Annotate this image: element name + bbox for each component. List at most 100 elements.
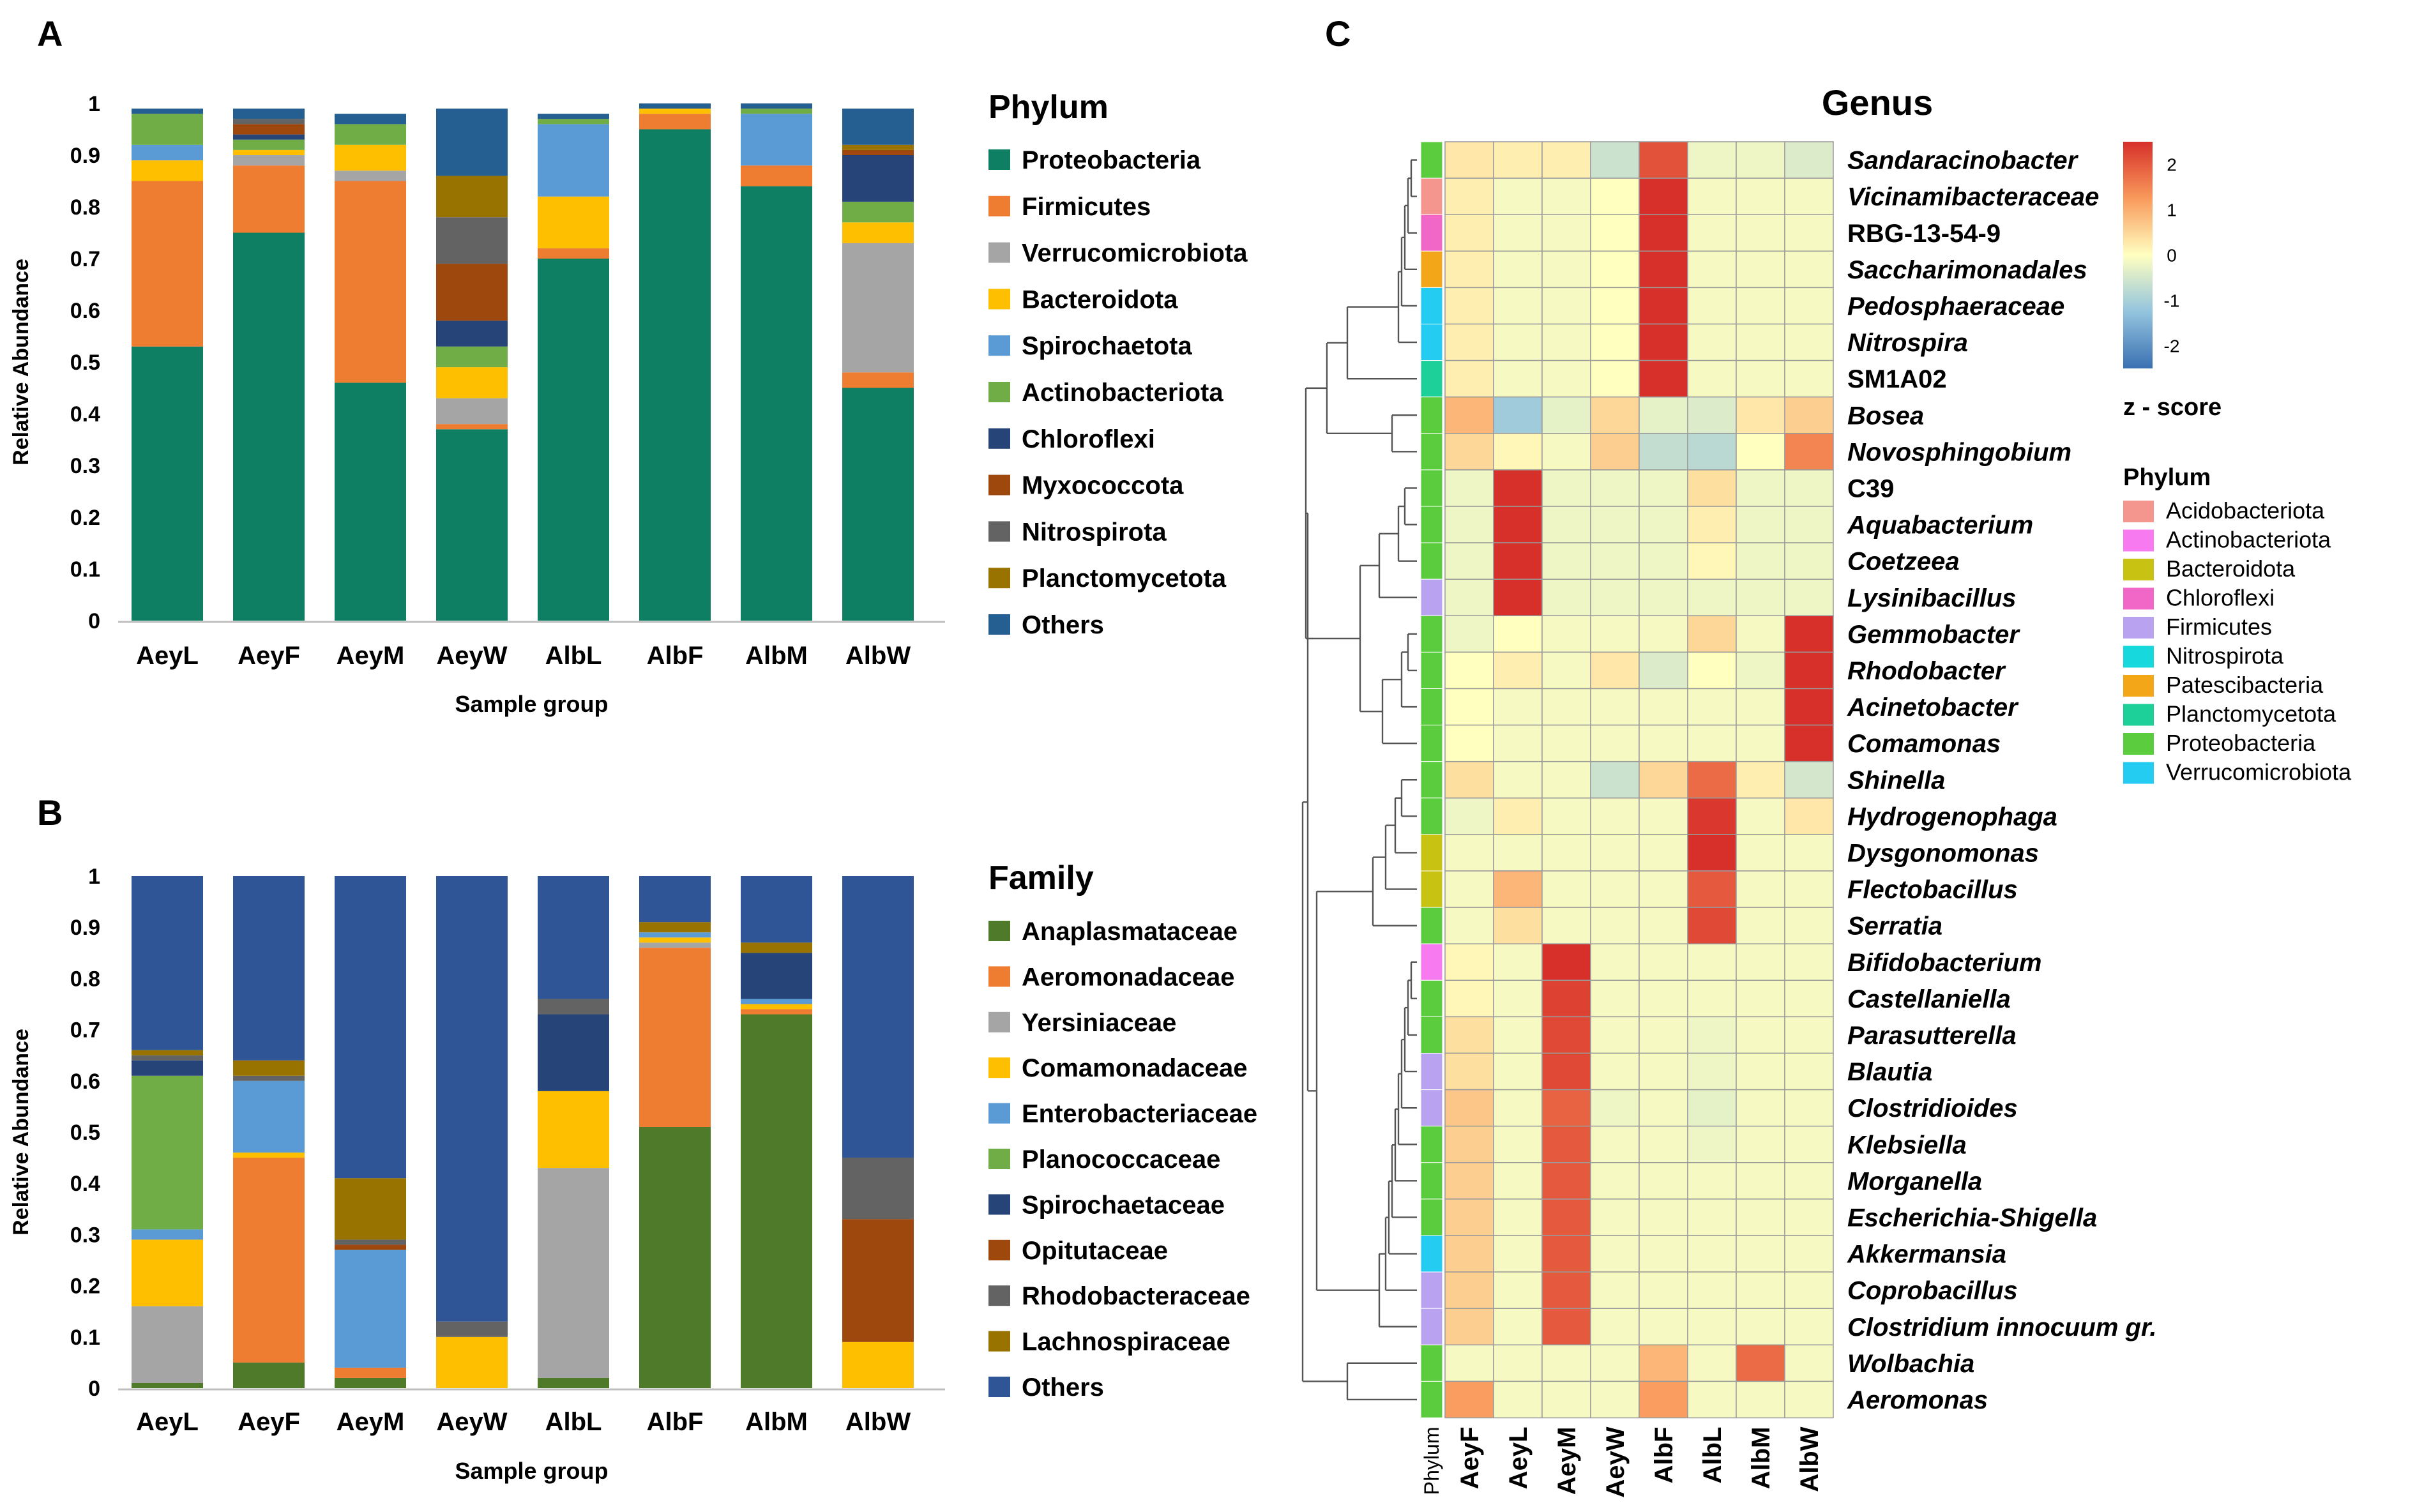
- heatmap-cell-rhodobacter-albf: [1639, 651, 1688, 690]
- heatmap-legend-swatch-verrucomicrobiota: [2123, 762, 2154, 784]
- x-tick-label: AlbW: [845, 1408, 911, 1436]
- legend-label-spirochaetota: Spirochaetota: [1022, 332, 1192, 360]
- genus-label-flectobacillus: Flectobacillus: [1847, 876, 2018, 904]
- heatmap-cell-dysgonomonas-aeyf: [1444, 834, 1494, 872]
- phylum-annotation-flectobacillus: [1420, 870, 1443, 908]
- heatmap-cell-gemmobacter-albl: [1687, 615, 1737, 653]
- heatmap-cell-aquabacterium-aeyl: [1493, 506, 1543, 543]
- heatmap-title: Genus: [1822, 82, 1933, 123]
- bar-segment-albw-others: [842, 876, 914, 1158]
- heatmap-cell-shinella-albm: [1736, 760, 1785, 799]
- genus-label-hydrogenophaga: Hydrogenophaga: [1847, 803, 2057, 831]
- bar-segment-albf-aeromonadaceae: [639, 948, 711, 1127]
- heatmap-cell-bosea-aeym: [1541, 396, 1591, 434]
- heatmap-cell-nitrospira-aeyf: [1444, 323, 1494, 361]
- genus-label-c39: C39: [1847, 474, 1894, 503]
- heatmap-cell-castellaniella-aeyw: [1590, 979, 1640, 1018]
- heatmap-cell-castellaniella-albl: [1687, 979, 1737, 1018]
- heatmap-cell-acinetobacter-aeym: [1541, 688, 1591, 726]
- genus-label-nitrospira: Nitrospira: [1847, 329, 1968, 357]
- heatmap-cell-novosphingobium-albl: [1687, 433, 1737, 471]
- bar-segment-aeyf-lachnospiraceae: [233, 1060, 305, 1076]
- heatmap-cell-rhodobacter-aeyw: [1590, 651, 1640, 690]
- panel-b-bar-chart: B 0 0.1 0.2 0.3 0.4 0.5 0.6 0.7 0.8 0.9 1 Relative …: [9, 792, 1257, 1484]
- heatmap-cell-bifidobacterium-albf: [1639, 943, 1688, 981]
- bar-segment-aeyl-bacteroidota: [132, 160, 203, 181]
- phylum-annotation-coetzeea: [1420, 542, 1443, 580]
- legend-swatch-spirochaetota: [988, 335, 1010, 356]
- heatmap-cell-comamonas-albl: [1687, 724, 1737, 762]
- bar-segment-albw-rhodobacteraceae: [842, 1158, 914, 1220]
- family-legend: Family Anaplasmataceae Aeromonadaceae Yersi…: [988, 859, 1257, 1402]
- phylum-annotation-morganella: [1420, 1162, 1443, 1200]
- column-label-albl: AlbL: [1699, 1427, 1727, 1484]
- heatmap-cell-lysinibacillus-aeyw: [1590, 578, 1640, 617]
- bar-segment-aeyf-chloroflexi: [233, 134, 305, 140]
- bar-segment-albw-others: [842, 109, 914, 145]
- y-tick-label: 0.6: [70, 1070, 100, 1094]
- heatmap-cell-blautia-albw: [1784, 1052, 1834, 1091]
- panel-a-label: A: [37, 13, 63, 54]
- heatmap-cell-coprobacillus-albm: [1736, 1271, 1785, 1309]
- genus-label-vicinamibacteraceae: Vicinamibacteraceae: [1847, 183, 2099, 211]
- heatmap-cell-bifidobacterium-albl: [1687, 943, 1737, 981]
- phylum-annotation-wolbachia: [1420, 1344, 1443, 1382]
- heatmap-legend-label-acidobacteriota: Acidobacteriota: [2166, 497, 2325, 524]
- heatmap-cell-pedosphaeraceae-albw: [1784, 287, 1834, 325]
- bar-segment-aeyl-yersiniaceae: [132, 1306, 203, 1383]
- heatmap-cell-rbg-13-54-9-albf: [1639, 214, 1688, 252]
- heatmap-cell-klebsiella-aeym: [1541, 1125, 1591, 1163]
- y-tick-label: 0.4: [70, 402, 100, 427]
- heatmap-cell-pedosphaeraceae-aeyf: [1444, 287, 1494, 325]
- phylum-annotation-rhodobacter: [1420, 651, 1443, 690]
- phylum-annotation-nitrospira: [1420, 324, 1443, 361]
- genus-label-klebsiella: Klebsiella: [1847, 1131, 1967, 1159]
- bar-segment-albf-others: [639, 103, 711, 109]
- heatmap-cell-escherichia-shigella-albm: [1736, 1198, 1785, 1236]
- heatmap-cell-bifidobacterium-albw: [1784, 943, 1834, 981]
- genus-label-gemmobacter: Gemmobacter: [1847, 621, 2020, 649]
- bar-segment-albw-chloroflexi: [842, 155, 914, 202]
- heatmap-cell-clostridioides-albw: [1784, 1089, 1834, 1127]
- heatmap-cell-sm1a02-albf: [1639, 359, 1688, 398]
- x-tick-label: AlbF: [647, 1408, 704, 1436]
- bar-segment-albm-anaplasmataceae: [741, 1014, 812, 1388]
- heatmap-cell-flectobacillus-aeyf: [1444, 870, 1494, 908]
- genus-label-clostridioides: Clostridioides: [1847, 1094, 2018, 1123]
- heatmap-cell-dysgonomonas-albw: [1784, 834, 1834, 872]
- legend-label-others: Others: [1022, 1373, 1104, 1402]
- bar-segment-aeyw-myxococcota: [436, 264, 508, 321]
- heatmap-cell-blautia-albl: [1687, 1052, 1737, 1091]
- heatmap-cell-nitrospira-albm: [1736, 323, 1785, 361]
- x-axis-title: Sample group: [455, 691, 608, 717]
- heatmap-cell-coprobacillus-aeyf: [1444, 1271, 1494, 1309]
- heatmap-cell-hydrogenophaga-aeyw: [1590, 798, 1640, 835]
- bar-segment-albm-others: [741, 103, 812, 109]
- bar-segment-aeyl-firmicutes: [132, 181, 203, 347]
- heatmap-cell-akkermansia-aeym: [1541, 1235, 1591, 1273]
- bar-segment-aeyw-proteobacteria: [436, 429, 508, 621]
- heatmap-cell-gemmobacter-aeyw: [1590, 615, 1640, 653]
- bar-segment-aeyw-comamonadaceae: [436, 1336, 508, 1388]
- heatmap-cell-serratia-albf: [1639, 907, 1688, 944]
- heatmap-cell-clostridium-innocuum-gr-aeym: [1541, 1308, 1591, 1346]
- bar-segment-aeyw-firmicutes: [436, 424, 508, 430]
- heatmap-legend-label-bacteroidota: Bacteroidota: [2166, 556, 2296, 582]
- heatmap-cell-sandaracinobacter-albm: [1736, 141, 1785, 179]
- genus-label-sm1a02: SM1A02: [1847, 365, 1947, 393]
- heatmap-cell-aeromonas-albf: [1639, 1380, 1688, 1419]
- colorbar-tick-label: 1: [2167, 200, 2177, 220]
- heatmap-legend-swatch-nitrospirota: [2123, 646, 2154, 668]
- heatmap-legend-label-firmicutes: Firmicutes: [2166, 614, 2272, 640]
- heatmap-cell-pedosphaeraceae-aeyw: [1590, 287, 1640, 325]
- heatmap-cell-blautia-aeyw: [1590, 1052, 1640, 1091]
- heatmap-cell-saccharimonadales-albm: [1736, 250, 1785, 289]
- bar-segment-albw-myxococcota: [842, 149, 914, 155]
- heatmap-cell-dysgonomonas-albm: [1736, 834, 1785, 872]
- genus-label-dysgonomonas: Dysgonomonas: [1847, 839, 2039, 867]
- phylum-annotation-parasutterella: [1420, 1016, 1443, 1054]
- y-tick-label: 0: [88, 1377, 100, 1401]
- phylum-annotation-clostridioides: [1420, 1089, 1443, 1127]
- heatmap-cell-comamonas-aeyl: [1493, 724, 1543, 762]
